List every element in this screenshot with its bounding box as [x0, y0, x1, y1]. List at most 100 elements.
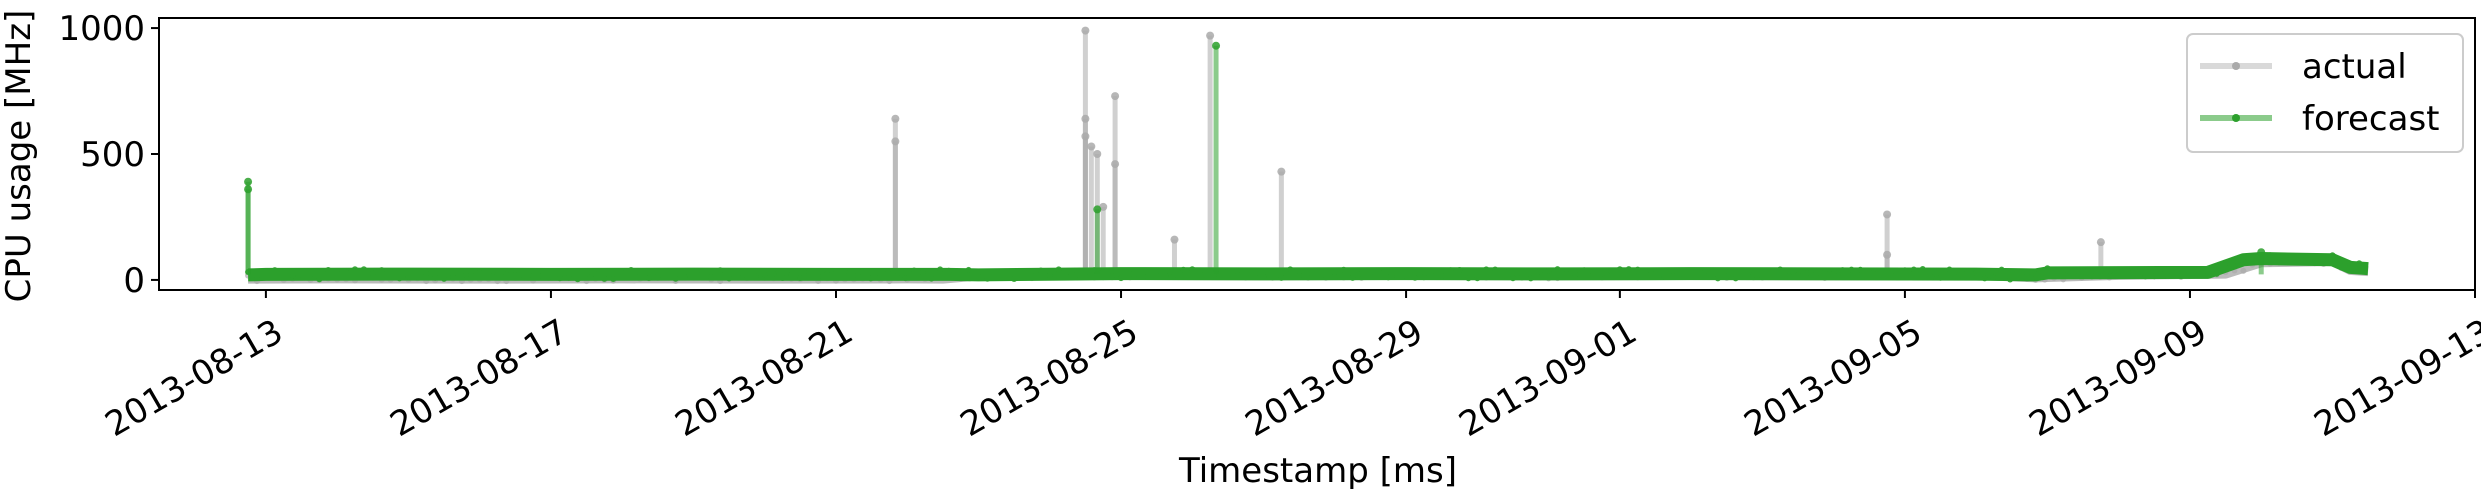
series-actual-spike-point — [1111, 160, 1120, 169]
series-forecast-point — [761, 271, 768, 278]
series-forecast-point — [1998, 266, 2005, 273]
series-forecast-point — [1910, 266, 1917, 273]
series-forecast-point — [351, 266, 358, 273]
series-forecast-point — [2032, 271, 2039, 278]
series-forecast-point — [1518, 274, 1525, 281]
legend-actual-marker — [2232, 62, 2240, 70]
series-forecast-point — [441, 275, 448, 282]
series-forecast-point — [1688, 272, 1695, 279]
series-forecast-point — [539, 272, 546, 279]
series-forecast-spike-point — [244, 177, 253, 186]
legend-forecast-marker — [2232, 114, 2240, 122]
series-forecast-point — [2249, 254, 2256, 261]
series-forecast-point — [2338, 257, 2345, 264]
series-forecast-point — [1447, 267, 1454, 274]
series-forecast-point — [2267, 252, 2274, 259]
series-forecast-point — [2293, 259, 2300, 266]
series-forecast-point — [2106, 267, 2113, 274]
series-forecast-point — [1803, 270, 1810, 277]
series-forecast-point — [583, 270, 590, 277]
series-forecast-point — [1919, 266, 1926, 273]
series-forecast-point — [1011, 276, 1018, 283]
series-forecast-point — [485, 270, 492, 277]
series-forecast-point — [467, 271, 474, 278]
series-forecast-point — [262, 268, 269, 275]
series-actual-spike-point — [2096, 238, 2105, 247]
series-forecast-point — [1509, 275, 1516, 282]
series-forecast-point — [547, 273, 554, 280]
series-forecast-point — [1198, 271, 1205, 278]
series-forecast-point — [1082, 273, 1089, 280]
series-forecast-point — [1207, 268, 1214, 275]
series-forecast-point — [1590, 269, 1597, 276]
x-tick-label: 2013-09-09 — [2023, 312, 2214, 445]
series-forecast-point — [1322, 272, 1329, 279]
series-forecast-point — [574, 276, 581, 283]
series-forecast-point — [316, 276, 323, 283]
series-forecast-point — [1260, 274, 1267, 281]
series-forecast-point — [1768, 267, 1775, 274]
series-forecast-point — [1812, 271, 1819, 278]
series-forecast-point — [726, 275, 733, 282]
series-forecast-point — [984, 275, 991, 282]
series-forecast-point — [619, 269, 626, 276]
series-forecast-point — [2320, 259, 2327, 266]
series-forecast-point — [2124, 267, 2131, 274]
series-forecast-point — [1367, 273, 1374, 280]
series-forecast-point — [298, 271, 305, 278]
series-forecast-point — [387, 268, 394, 275]
y-axis: 0 500 1000 — [58, 9, 159, 301]
series-forecast-point — [1046, 272, 1053, 279]
series-forecast-point — [928, 275, 935, 282]
series-forecast-point — [1385, 274, 1392, 281]
series-forecast-point — [414, 273, 421, 280]
series-forecast-point — [2178, 273, 2185, 280]
series-actual-spike-point — [1170, 235, 1179, 244]
x-tick-label: 2013-08-17 — [384, 312, 575, 445]
series-forecast-point — [1545, 267, 1552, 274]
series-forecast-point — [2097, 272, 2104, 279]
series-forecast-point — [1973, 270, 1980, 277]
series-forecast-point — [1296, 272, 1303, 279]
series-forecast-point — [876, 274, 883, 281]
series-forecast-point — [1652, 270, 1659, 277]
series-forecast-point — [343, 269, 350, 276]
series-forecast-point — [1251, 272, 1258, 279]
series-forecast-point — [1946, 266, 1953, 273]
series-actual-spike-point — [1883, 210, 1892, 219]
series-forecast-point — [1964, 269, 1971, 276]
x-tick-label: 2013-08-13 — [99, 312, 290, 445]
series-forecast-point — [1483, 266, 1490, 273]
series-forecast-point — [1786, 273, 1793, 280]
series-forecast-point — [1109, 272, 1116, 279]
series-actual-spike-point — [1087, 142, 1096, 151]
series-forecast-point — [1358, 270, 1365, 277]
series-forecast-point — [2015, 268, 2022, 275]
series-forecast-point — [556, 275, 563, 282]
series-forecast-point — [885, 269, 892, 276]
series-forecast-point — [2007, 276, 2014, 283]
series-forecast-point — [1527, 275, 1534, 282]
series-forecast-point — [2302, 255, 2309, 262]
series-forecast-point — [1937, 274, 1944, 281]
series-forecast-point — [1572, 271, 1579, 278]
series-forecast-point — [2062, 272, 2069, 279]
series-forecast-point — [743, 272, 750, 279]
series-forecast-point — [1189, 266, 1196, 273]
legend: actual forecast — [2186, 33, 2464, 153]
series-forecast-point — [476, 269, 483, 276]
series-forecast-point — [1821, 269, 1828, 276]
series-forecast-point — [1679, 270, 1686, 277]
series-forecast-point — [1554, 266, 1561, 273]
series-forecast-point — [1162, 273, 1169, 280]
series-forecast-point — [1670, 272, 1677, 279]
series-forecast-point — [1563, 270, 1570, 277]
series-forecast-point — [1990, 274, 1997, 281]
series-forecast-point — [1661, 273, 1668, 280]
series-forecast-point — [708, 274, 715, 281]
series-forecast-point — [902, 275, 909, 282]
series-forecast-point — [1100, 269, 1107, 276]
series-forecast-point — [1278, 274, 1285, 281]
series-forecast-point — [2024, 273, 2031, 280]
series-forecast-point — [334, 270, 341, 277]
